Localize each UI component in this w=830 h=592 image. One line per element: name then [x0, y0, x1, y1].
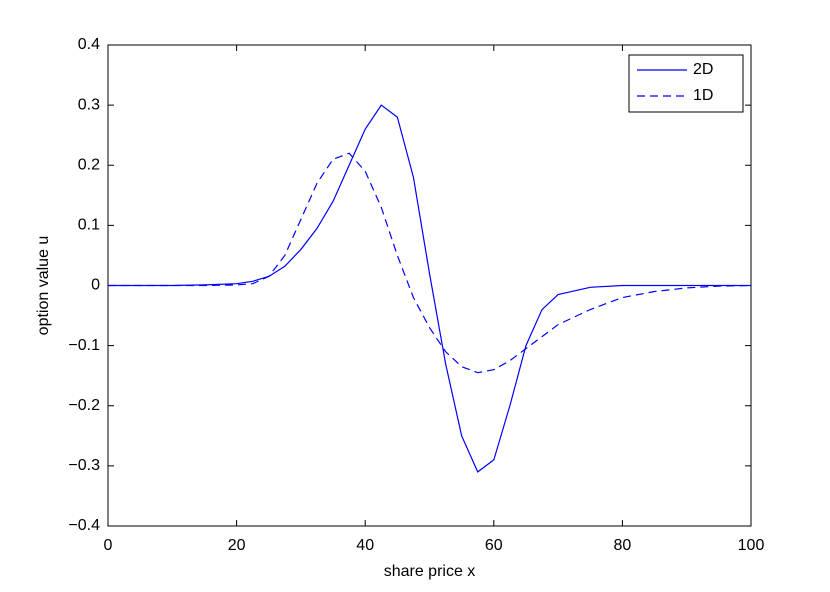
- x-tick-label: 80: [614, 537, 632, 554]
- legend-box: [628, 54, 744, 113]
- y-axis-label: option value u: [35, 236, 52, 336]
- y-tick-label: 0.2: [78, 156, 100, 173]
- legend-label: 1D: [693, 87, 713, 104]
- x-tick-label: 20: [228, 537, 246, 554]
- series-line: [108, 104, 751, 473]
- x-tick-label: 60: [485, 537, 503, 554]
- x-tick-label: 40: [356, 537, 374, 554]
- y-tick-label: 0.3: [78, 96, 100, 113]
- legend-label: 2D: [693, 61, 713, 78]
- x-tick-label: 100: [738, 537, 765, 554]
- y-tick-label: −0.4: [68, 517, 100, 534]
- x-tick-label: 0: [104, 537, 113, 554]
- y-tick-label: 0.4: [78, 36, 100, 53]
- y-tick-label: 0: [91, 277, 100, 294]
- series-line: [108, 152, 752, 374]
- y-tick-label: −0.2: [68, 397, 100, 414]
- y-tick-label: −0.3: [68, 457, 100, 474]
- y-tick-label: 0.1: [78, 217, 100, 234]
- y-tick-label: −0.1: [68, 337, 100, 354]
- x-axis-label: share price x: [384, 563, 476, 580]
